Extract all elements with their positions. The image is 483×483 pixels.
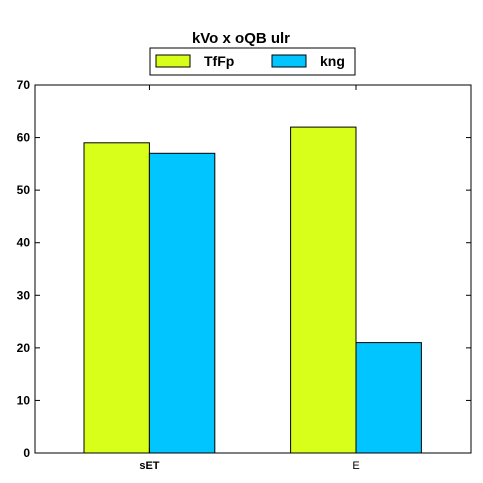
x-tick-label-set: sET [139, 460, 159, 472]
legend-label-kng: kng [320, 53, 345, 69]
y-tick-label: 50 [17, 183, 31, 197]
plot-area-frame [34, 84, 472, 454]
bar-tffp-set [83, 142, 150, 454]
x-axis: sET E [139, 85, 360, 472]
x-tick-label-e: E [352, 460, 359, 472]
y-tick-label: 30 [17, 288, 31, 302]
y-tick-label: 60 [17, 131, 31, 145]
legend: TfFp kng [149, 47, 356, 76]
bar-kng-set [148, 152, 216, 454]
y-tick-label: 70 [17, 78, 31, 92]
bar-kng-e [355, 342, 422, 454]
legend-swatch-tffp [155, 54, 191, 68]
y-tick-label: 40 [17, 236, 31, 250]
y-tick-label: 20 [17, 341, 31, 355]
y-tick-label: 0 [23, 446, 30, 460]
y-axis: 0 10 20 30 40 50 60 70 [17, 78, 471, 460]
y-tick-label: 10 [17, 393, 31, 407]
bar-tffp-e [290, 126, 357, 454]
chart-title: kVo x oQB ulr [192, 30, 290, 47]
legend-swatch-kng [271, 54, 307, 68]
legend-label-tffp: TfFp [204, 53, 234, 69]
bars-group [83, 126, 422, 454]
